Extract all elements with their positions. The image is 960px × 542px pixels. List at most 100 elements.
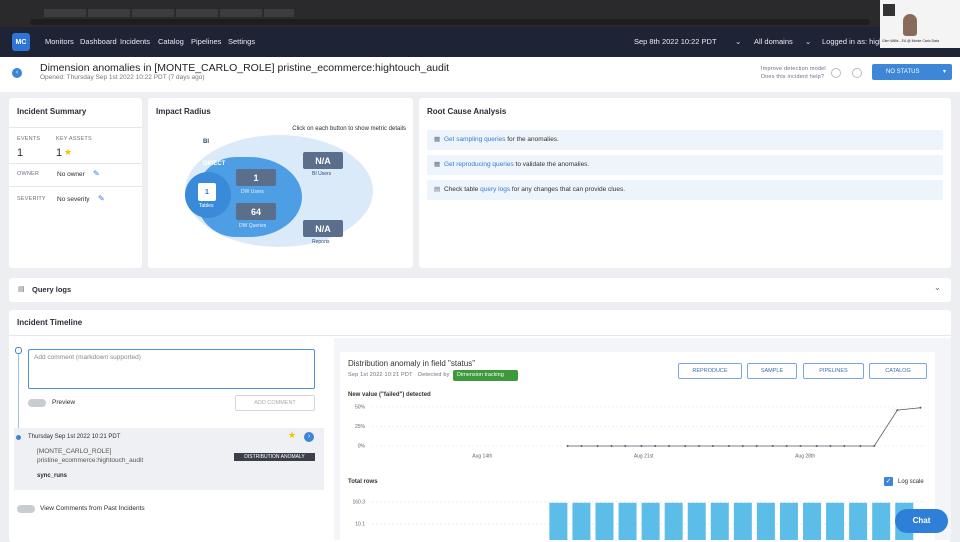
label: KEY ASSETS [56, 136, 92, 142]
point [873, 445, 876, 447]
rca-row: ▤ Check table query logs for any changes… [427, 180, 943, 200]
back-button[interactable]: ‹ [12, 68, 22, 78]
help: Does this incident help? [761, 74, 825, 80]
nav-item[interactable]: Monitors [45, 37, 74, 46]
comment-box[interactable] [28, 349, 315, 389]
query-logs-bar[interactable] [9, 278, 951, 302]
point [654, 445, 657, 447]
divider [9, 163, 142, 164]
rca-row: ▦ Get reproducing queries to validate th… [427, 155, 943, 175]
nav-item[interactable]: Dashboard [80, 37, 117, 46]
query-logs[interactable]: Query logs [32, 285, 72, 294]
sample-button[interactable]: SAMPLE [747, 363, 797, 379]
domains[interactable]: All domains [754, 37, 793, 46]
log-scale: Log scale [898, 479, 924, 485]
dw-queries-label: DW Queries [239, 223, 267, 229]
header [0, 57, 960, 92]
severity: No severity [57, 196, 90, 203]
point [896, 409, 899, 412]
logo[interactable]: MC [12, 33, 30, 51]
improve: Improve detection model [761, 66, 826, 72]
timeline-dot [15, 347, 22, 354]
rate-down[interactable] [831, 68, 841, 78]
bar [549, 502, 568, 540]
detected-by: Detected by [418, 372, 450, 378]
nav-item[interactable]: Settings [228, 37, 256, 46]
y-tick-label: 160.3 [352, 499, 365, 505]
dw-queries-button[interactable]: 64 [236, 203, 276, 220]
point [771, 445, 774, 447]
tables-button[interactable]: 1 [198, 183, 216, 201]
tabs [44, 9, 294, 17]
field: sync_runs [37, 473, 68, 479]
log-checkbox[interactable]: ✓ [884, 477, 893, 486]
divider [9, 186, 142, 187]
charts: 0% 25% 50% Aug 14th Aug 21st Aug 28th 10.1 160.… [352, 404, 925, 540]
dw-users-button[interactable]: 1 [236, 169, 276, 186]
point [640, 445, 643, 447]
x-tick-label: Aug 21st [634, 453, 654, 459]
bar [641, 502, 660, 540]
edit-icon[interactable]: ✎ [93, 169, 100, 178]
point [815, 445, 818, 447]
bar [779, 502, 798, 540]
point [668, 445, 671, 447]
bar [687, 502, 706, 540]
reports-label: Reports [312, 239, 330, 245]
pipelines-button[interactable]: PIPELINES [803, 363, 864, 379]
bi-users-button[interactable]: N/A [303, 152, 343, 169]
bar [710, 502, 729, 540]
assets: 1 [56, 147, 63, 159]
y-tick-label: 25% [355, 424, 366, 430]
bar [872, 502, 891, 540]
reports-button[interactable]: N/A [303, 220, 343, 237]
login[interactable]: Logged in as: high [822, 37, 884, 46]
nav-date[interactable]: Sep 8th 2022 10:22 PDT [634, 37, 717, 46]
point [843, 445, 846, 447]
chevron[interactable]: ⌄ [934, 283, 941, 292]
bar [849, 502, 868, 540]
edit-icon[interactable]: ✎ [98, 194, 105, 203]
chevron: ⌄ [805, 37, 812, 46]
qr [883, 4, 895, 16]
link[interactable]: Get sampling queries [443, 136, 506, 143]
reproduce-button[interactable]: REPRODUCE [678, 363, 742, 379]
detector[interactable]: Dimension tracking [453, 370, 518, 381]
preview: Preview [52, 399, 76, 406]
star[interactable]: ★ [288, 430, 297, 440]
open-button[interactable]: › [304, 432, 314, 442]
toggle[interactable] [17, 505, 35, 513]
nav-item[interactable]: Pipelines [191, 37, 222, 46]
rca-row: ▦ Get sampling queries for the anomalies… [427, 130, 943, 150]
card-title: Incident Summary [17, 107, 87, 116]
link[interactable]: query logs [480, 186, 511, 193]
bar [826, 502, 845, 540]
nav-item[interactable]: Catalog [158, 37, 184, 46]
timeline-line [17, 350, 19, 437]
point [610, 445, 613, 447]
toggle[interactable] [28, 399, 46, 407]
point [741, 445, 744, 447]
bi-label: BI [203, 139, 209, 145]
chat-button[interactable]: Chat [895, 509, 948, 533]
card-title: Impact Radius [156, 107, 211, 116]
status-button[interactable]: NO STATUS ▾ [872, 64, 952, 80]
label: EVENTS [17, 136, 41, 142]
point [624, 445, 627, 447]
y-tick-label: 10.1 [355, 521, 365, 527]
incident-title: Dimension anomalies in [MONTE_CARLO_ROLE… [40, 62, 450, 74]
catalog-button[interactable]: CATALOG [869, 363, 927, 379]
point [755, 445, 758, 447]
point [711, 445, 714, 447]
point [684, 445, 687, 447]
direct-label: DIRECT [203, 161, 226, 167]
link[interactable]: Get reproducing queries [443, 161, 514, 168]
point [859, 445, 862, 447]
opened: Opened: Thursday Sep 1st 2022 10:22 PDT … [40, 74, 205, 81]
add-comment[interactable]: ADD COMMENT [235, 395, 315, 411]
text: to validate the anomalies. [513, 161, 590, 168]
point [728, 445, 731, 447]
rate-up[interactable] [852, 68, 862, 78]
nav-item[interactable]: Incidents [120, 37, 151, 46]
